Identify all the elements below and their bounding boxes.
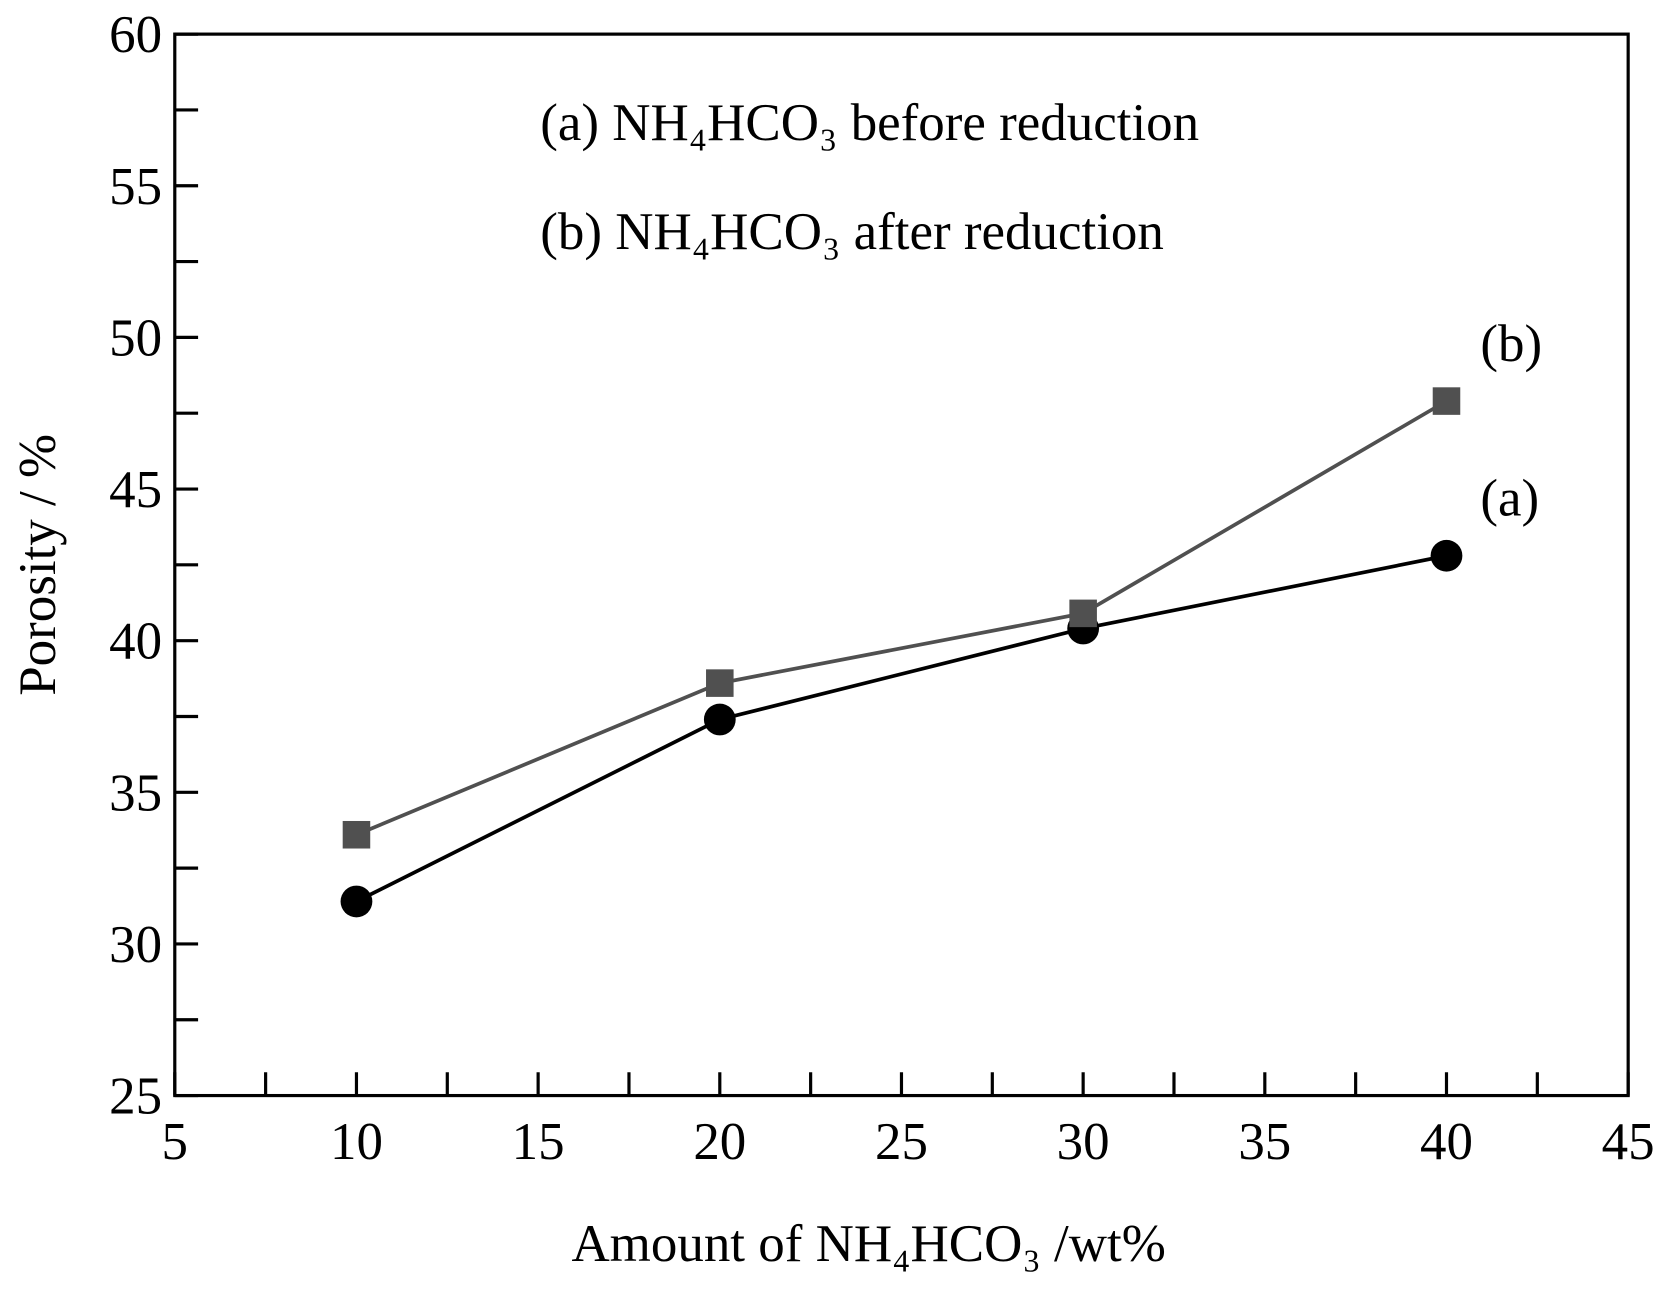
y-tick-label: 25 xyxy=(109,1068,162,1126)
x-axis-label: Amount of NH₄HCO₃ /wt% xyxy=(571,1215,1165,1273)
series-annotation: (b) xyxy=(1480,315,1542,373)
point xyxy=(703,703,736,736)
legend-entry: (a) NH₄HCO₃ before reduction xyxy=(540,94,1199,152)
x-tick-label: 45 xyxy=(1602,1113,1655,1171)
x-tick-label: 35 xyxy=(1238,1113,1291,1171)
x-tick-label: 20 xyxy=(693,1113,746,1171)
y-tick-label: 45 xyxy=(109,461,162,519)
x-tick-label: 40 xyxy=(1420,1113,1473,1171)
point xyxy=(1432,387,1461,415)
x-tick-label: 10 xyxy=(330,1113,383,1171)
x-tick-label: 5 xyxy=(162,1113,188,1171)
x-tick-label: 25 xyxy=(875,1113,928,1171)
y-tick-label: 50 xyxy=(109,309,162,367)
y-tick-label: 40 xyxy=(109,613,162,671)
series-line xyxy=(355,399,1448,837)
point xyxy=(340,885,373,918)
series-annotation: (a) xyxy=(1480,469,1539,527)
y-tick-label: 55 xyxy=(109,158,162,216)
x-tick-label: 30 xyxy=(1057,1113,1110,1171)
point xyxy=(1069,599,1097,628)
legend-entry: (b) NH₄HCO₃ after reduction xyxy=(540,203,1164,261)
series-line xyxy=(355,553,1447,904)
y-tick-label: 35 xyxy=(109,764,162,822)
y-tick-label: 60 xyxy=(109,6,162,64)
point xyxy=(706,669,734,697)
point xyxy=(1430,539,1463,572)
y-axis-label: Porosity / % xyxy=(9,434,67,696)
x-tick-label: 15 xyxy=(512,1113,565,1171)
y-tick-label: 30 xyxy=(109,916,162,974)
point xyxy=(342,820,371,849)
